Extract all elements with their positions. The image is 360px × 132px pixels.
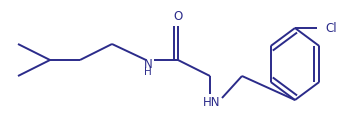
Text: O: O (174, 10, 183, 22)
Text: Cl: Cl (325, 22, 337, 34)
Text: H: H (144, 67, 152, 77)
Text: N: N (144, 58, 152, 70)
Text: HN: HN (203, 95, 221, 109)
